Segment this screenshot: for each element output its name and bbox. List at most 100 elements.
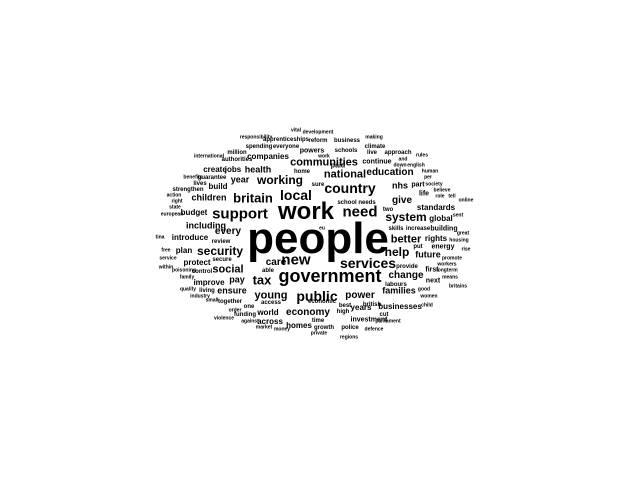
cloud-word-rise: rise: [461, 246, 471, 253]
cloud-word-health: health: [244, 164, 272, 175]
cloud-word-public: public: [296, 288, 338, 304]
cloud-word-one: one: [243, 304, 255, 310]
cloud-word-strengthen: strengthen: [172, 187, 204, 193]
cloud-word-believe: believe: [433, 187, 451, 194]
cloud-word-education: education: [366, 167, 414, 178]
cloud-word-promote: promote: [442, 255, 462, 262]
cloud-word-increase: increase: [405, 226, 431, 232]
cloud-word-vital: vital: [290, 127, 302, 134]
cloud-word-everyone: everyone: [272, 144, 300, 150]
cloud-word-women: women: [420, 293, 438, 300]
cloud-word-tell: tell: [448, 193, 456, 200]
cloud-word-work: work: [277, 198, 335, 225]
cloud-word-services: services: [339, 255, 397, 271]
cloud-word-social: social: [212, 263, 244, 276]
cloud-word-young: young: [254, 289, 288, 302]
cloud-word-rules: rules: [416, 152, 428, 159]
cloud-word-guarantee: guarantee: [197, 175, 227, 181]
cloud-word-review: review: [211, 239, 231, 245]
cloud-word-tax: tax: [252, 272, 272, 288]
cloud-word-child: child: [421, 302, 433, 309]
cloud-word-help: help: [384, 245, 410, 259]
cloud-word-first: first: [425, 266, 439, 274]
cloud-word-sure: sure: [311, 182, 325, 188]
cloud-word-energy: energy: [431, 243, 455, 251]
cloud-word-apprenticeships: apprenticeships: [262, 137, 310, 143]
cloud-word-good: good: [417, 286, 431, 293]
cloud-word-international: international: [193, 153, 225, 160]
cloud-word-market: market: [255, 324, 273, 331]
cloud-word-growth: growth: [314, 325, 334, 331]
cloud-word-benefits: benefits: [183, 174, 203, 181]
cloud-word-home: home: [293, 169, 311, 175]
cloud-word-new: new: [281, 251, 311, 269]
cloud-word-give: give: [391, 195, 413, 206]
cloud-word-housing: housing: [449, 237, 469, 244]
cloud-word-family: family: [179, 274, 195, 281]
cloud-word-national: national: [323, 168, 367, 181]
cloud-word-parliament: parliament: [375, 318, 401, 325]
cloud-word-britain: britain: [233, 190, 273, 206]
cloud-word-part: part: [411, 181, 425, 189]
cloud-word-next: next: [425, 277, 441, 285]
cloud-word-power: power: [345, 290, 375, 301]
cloud-word-standards: standards: [416, 203, 456, 212]
cloud-word-role: role: [435, 193, 445, 200]
cloud-word-right: right: [171, 198, 183, 205]
cloud-word-british: british: [362, 302, 382, 308]
cloud-word-human: human: [421, 168, 439, 175]
cloud-word-secure: secure: [212, 257, 232, 263]
cloud-word-build: build: [208, 182, 228, 191]
cloud-word-police: police: [341, 325, 359, 331]
cloud-word-every: every: [214, 226, 242, 237]
cloud-word-free: free: [161, 247, 171, 254]
cloud-word-funding: funding: [234, 312, 256, 318]
cloud-word-reform: reform: [308, 138, 328, 144]
cloud-word-million: million: [227, 150, 247, 156]
cloud-word-responsibility: responsibility: [239, 134, 273, 141]
cloud-word-tina: tina: [155, 234, 165, 241]
cloud-word-quality: quality: [179, 286, 197, 293]
cloud-word-cut: cut: [379, 312, 389, 318]
cloud-word-control: control: [191, 269, 213, 275]
cloud-word-per: per: [424, 174, 432, 181]
cloud-word-powers: powers: [299, 147, 325, 155]
cloud-word-improve: improve: [193, 278, 225, 287]
cloud-word-authorities: authorities: [221, 157, 253, 163]
cloud-word-communities: communities: [290, 156, 358, 169]
cloud-word-private: private: [310, 330, 328, 337]
cloud-word-great: great: [456, 230, 470, 237]
cloud-word-against: against: [241, 318, 259, 325]
cloud-word-system: system: [385, 210, 427, 224]
cloud-word-working: working: [256, 173, 304, 187]
cloud-word-high: high: [336, 309, 350, 315]
cloud-word-order: order: [228, 307, 242, 314]
cloud-word-poisoning: poisoning: [172, 267, 196, 274]
cloud-word-industry: industry: [190, 293, 210, 300]
cloud-word-spending: spending: [245, 144, 273, 150]
cloud-word-action: action: [166, 192, 182, 199]
cloud-word-best: best: [338, 303, 352, 309]
cloud-word-britains: britains: [448, 283, 468, 290]
cloud-word-global: global: [429, 214, 453, 223]
cloud-word-labours: labours: [385, 282, 407, 288]
cloud-word-access: access: [260, 300, 282, 306]
cloud-word-climate: climate: [364, 144, 386, 150]
cloud-word-means: means: [442, 274, 458, 281]
cloud-word-homes: homes: [286, 321, 312, 330]
cloud-word-years: years: [350, 303, 372, 312]
cloud-word-economy: economy: [286, 307, 330, 318]
cloud-word-support: support: [212, 205, 268, 223]
cloud-word-care: care: [265, 257, 287, 268]
cloud-word-violence: violence: [213, 315, 235, 322]
cloud-word-jobs: jobs: [224, 165, 242, 174]
cloud-word-change: change: [388, 270, 424, 281]
cloud-word-provide: provide: [396, 264, 418, 270]
cloud-word-investment: investment: [350, 316, 388, 324]
cloud-word-live: live: [366, 150, 378, 156]
cloud-word-skills: skills: [388, 226, 404, 232]
cloud-word-workers: workers: [437, 261, 457, 268]
cloud-word-lives: lives: [193, 181, 207, 187]
cloud-word-work: work: [318, 153, 330, 160]
